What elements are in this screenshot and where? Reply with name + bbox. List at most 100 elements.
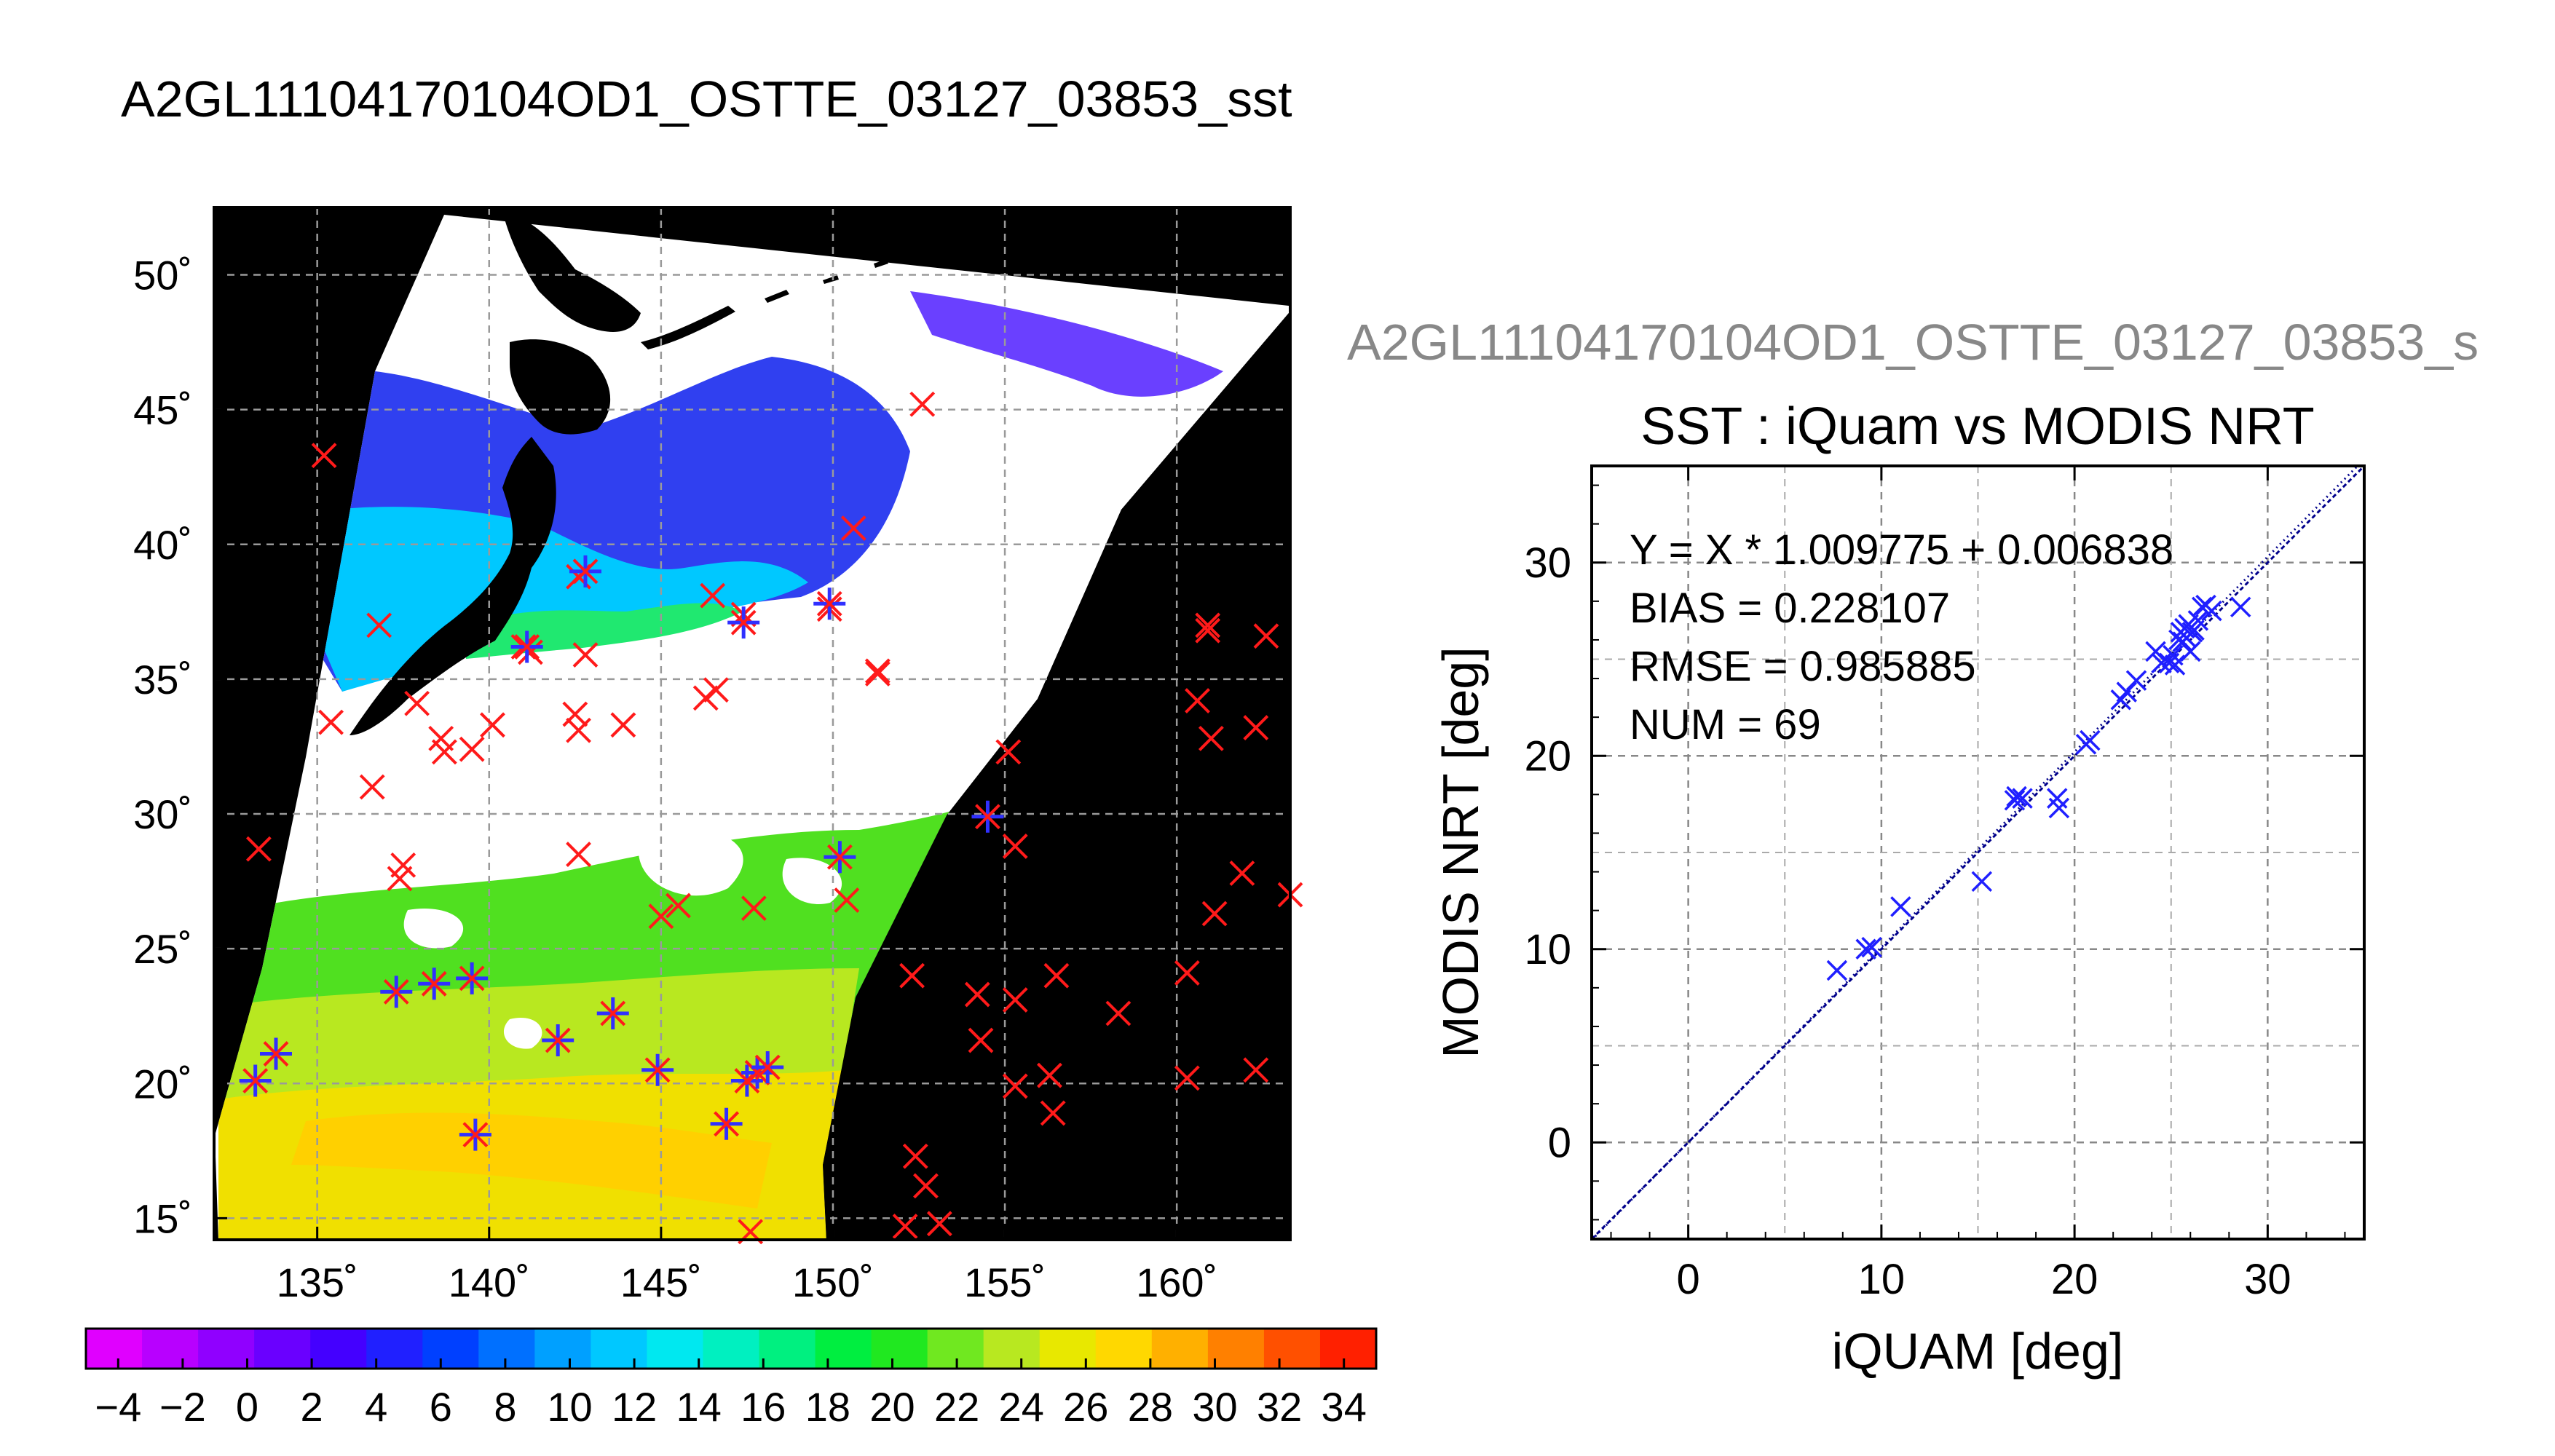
map-valid-marker-10 xyxy=(641,1053,674,1086)
scatter-point-1 xyxy=(1855,938,1876,960)
colorbar-segment-2 xyxy=(198,1329,255,1369)
land-kuril-chain xyxy=(641,259,888,349)
colorbar-segment-11 xyxy=(703,1329,760,1369)
scatter-point-7 xyxy=(2012,788,2033,809)
land-hokkaido xyxy=(510,339,611,435)
map-match-marker-15 xyxy=(566,717,591,743)
sst-north-warm xyxy=(466,603,743,659)
map-x-tick-label-3: 150˚ xyxy=(792,1259,874,1305)
colorbar-tick-label-7: 10 xyxy=(547,1384,592,1430)
map-match-marker-48 xyxy=(1105,1000,1132,1026)
map-match-marker-40 xyxy=(968,1027,994,1053)
map-valid-marker-1 xyxy=(259,1037,292,1070)
map-match-marker-5 xyxy=(390,852,416,878)
map-match-marker-36 xyxy=(902,1143,928,1169)
scatter-frame xyxy=(1590,464,2366,1241)
map-match-marker-23 xyxy=(692,685,719,711)
map-match-marker-50 xyxy=(1174,1065,1200,1091)
map-match-marker-33 xyxy=(899,962,925,989)
map-match-marker-18 xyxy=(610,712,636,738)
colorbar-tick-label-11: 18 xyxy=(805,1384,850,1430)
map-match-marker-24 xyxy=(703,677,729,703)
map-match-marker-37 xyxy=(913,1173,939,1199)
map-tick-labels: 135˚ 140˚ 145˚ 150˚ 155˚ 160˚ 15˚ 20˚ 25˚ 30˚ 35˚ 4… xyxy=(133,253,1217,1305)
scatter-title: SST : iQuam vs MODIS NRT xyxy=(1640,397,2315,456)
map-frame xyxy=(213,206,1292,1241)
colorbar-segment-7 xyxy=(478,1329,535,1369)
map-y-tick-label-6: 45˚ xyxy=(133,387,192,433)
scatter-point-13 xyxy=(2116,681,2137,703)
scatter-y-tick-label-0: 0 xyxy=(1548,1119,1571,1166)
map-match-marker-9 xyxy=(431,739,457,765)
scatter-point-4 xyxy=(1971,871,1993,893)
map-x-tick-label-5: 160˚ xyxy=(1136,1259,1217,1305)
colorbar-tick-label-13: 22 xyxy=(934,1384,979,1430)
scatter-point-33 xyxy=(2230,596,2251,618)
colorbar-segment-18 xyxy=(1095,1329,1153,1369)
map-valid-marker-17 xyxy=(824,841,856,874)
scatter-x-tick-label-3: 30 xyxy=(2244,1256,2291,1303)
map-valid-marker-8 xyxy=(569,555,601,587)
scatter-y-tick-label-1: 10 xyxy=(1524,926,1571,973)
land-mainland-west xyxy=(214,207,408,451)
map-match-marker-19 xyxy=(566,842,591,867)
map-match-marker-20 xyxy=(648,903,674,930)
scatter-point-3 xyxy=(1890,896,1911,917)
map-y-tick-label-2: 25˚ xyxy=(133,926,192,972)
map-y-tick-label-1: 20˚ xyxy=(133,1061,192,1107)
scatter-file-title: A2GL11104170104OD1_OSTTE_03127_03853_s xyxy=(1347,314,2479,371)
land-sakhalin xyxy=(502,211,641,332)
map-valid-marker-9 xyxy=(596,997,629,1030)
map-x-tick-label-2: 145˚ xyxy=(620,1259,702,1305)
colorbar-segment-16 xyxy=(983,1329,1040,1369)
map-match-marker-34 xyxy=(909,391,936,417)
scatter-point-9 xyxy=(2048,797,2070,819)
map-match-marker-43 xyxy=(1002,834,1028,859)
colorbar-tick-label-2: 0 xyxy=(236,1384,258,1430)
colorbar-segment-20 xyxy=(1207,1329,1265,1369)
map-grid xyxy=(214,207,1290,1240)
map-match-marker-45 xyxy=(1043,962,1070,989)
colorbar-tick-label-6: 8 xyxy=(494,1384,516,1430)
colorbar-tick-label-3: 2 xyxy=(301,1384,323,1430)
scatter-point-5 xyxy=(2004,790,2026,811)
map-match-marker-16 xyxy=(572,642,599,668)
map-valid-marker-7 xyxy=(542,1024,574,1057)
scatter-y-tick-label-2: 20 xyxy=(1524,732,1571,780)
map-match-marker-1 xyxy=(245,836,272,862)
colorbar-segment-19 xyxy=(1151,1329,1209,1369)
colorbar-segment-21 xyxy=(1263,1329,1321,1369)
colorbar-tick-label-4: 4 xyxy=(365,1384,387,1430)
map-match-marker-29 xyxy=(834,887,860,913)
map-valid-marker-16 xyxy=(813,587,846,620)
map-match-marker-39 xyxy=(964,981,990,1008)
map-match-marker-10 xyxy=(459,736,485,762)
map-y-tick-label-0: 15˚ xyxy=(133,1195,192,1241)
map-match-marker-57 xyxy=(1243,715,1269,740)
colorbar-segment-12 xyxy=(759,1329,816,1369)
map-match-marker-35 xyxy=(892,1214,918,1239)
colorbar-segment-4 xyxy=(310,1329,367,1369)
map-x-tick-label-0: 135˚ xyxy=(277,1259,358,1305)
colorbar-frame xyxy=(84,1327,1378,1370)
scatter-tick-labels: 0 10 20 30 0 10 20 30 xyxy=(1524,466,2364,1303)
scatter-point-14 xyxy=(2125,670,2147,691)
map-match-marker-30 xyxy=(840,515,866,541)
map-match-marker-32 xyxy=(864,661,891,687)
map-valid-marker-3 xyxy=(418,968,451,1000)
sst-north-violet-fringe xyxy=(910,291,1223,397)
scatter-one-to-one-line xyxy=(1590,464,2366,1241)
map-match-marker-55 xyxy=(1201,901,1228,927)
scatter-x-tick-label-1: 10 xyxy=(1858,1256,1906,1303)
map-valid-marker-11 xyxy=(710,1107,743,1140)
scatter-fit-line xyxy=(1590,464,2358,1241)
colorbar-segment-3 xyxy=(254,1329,311,1369)
colorbar-segment-22 xyxy=(1319,1329,1377,1369)
scatter-stat-fit: Y = X * 1.009775 + 0.006838 xyxy=(1630,526,2173,574)
scatter-y-tick-label-3: 30 xyxy=(1524,539,1571,587)
colorbar-tick-label-18: 32 xyxy=(1257,1384,1302,1430)
colorbar-tick-label-16: 28 xyxy=(1128,1384,1173,1430)
colorbar-segment-14 xyxy=(871,1329,928,1369)
colorbar-tick-label-12: 20 xyxy=(869,1384,915,1430)
